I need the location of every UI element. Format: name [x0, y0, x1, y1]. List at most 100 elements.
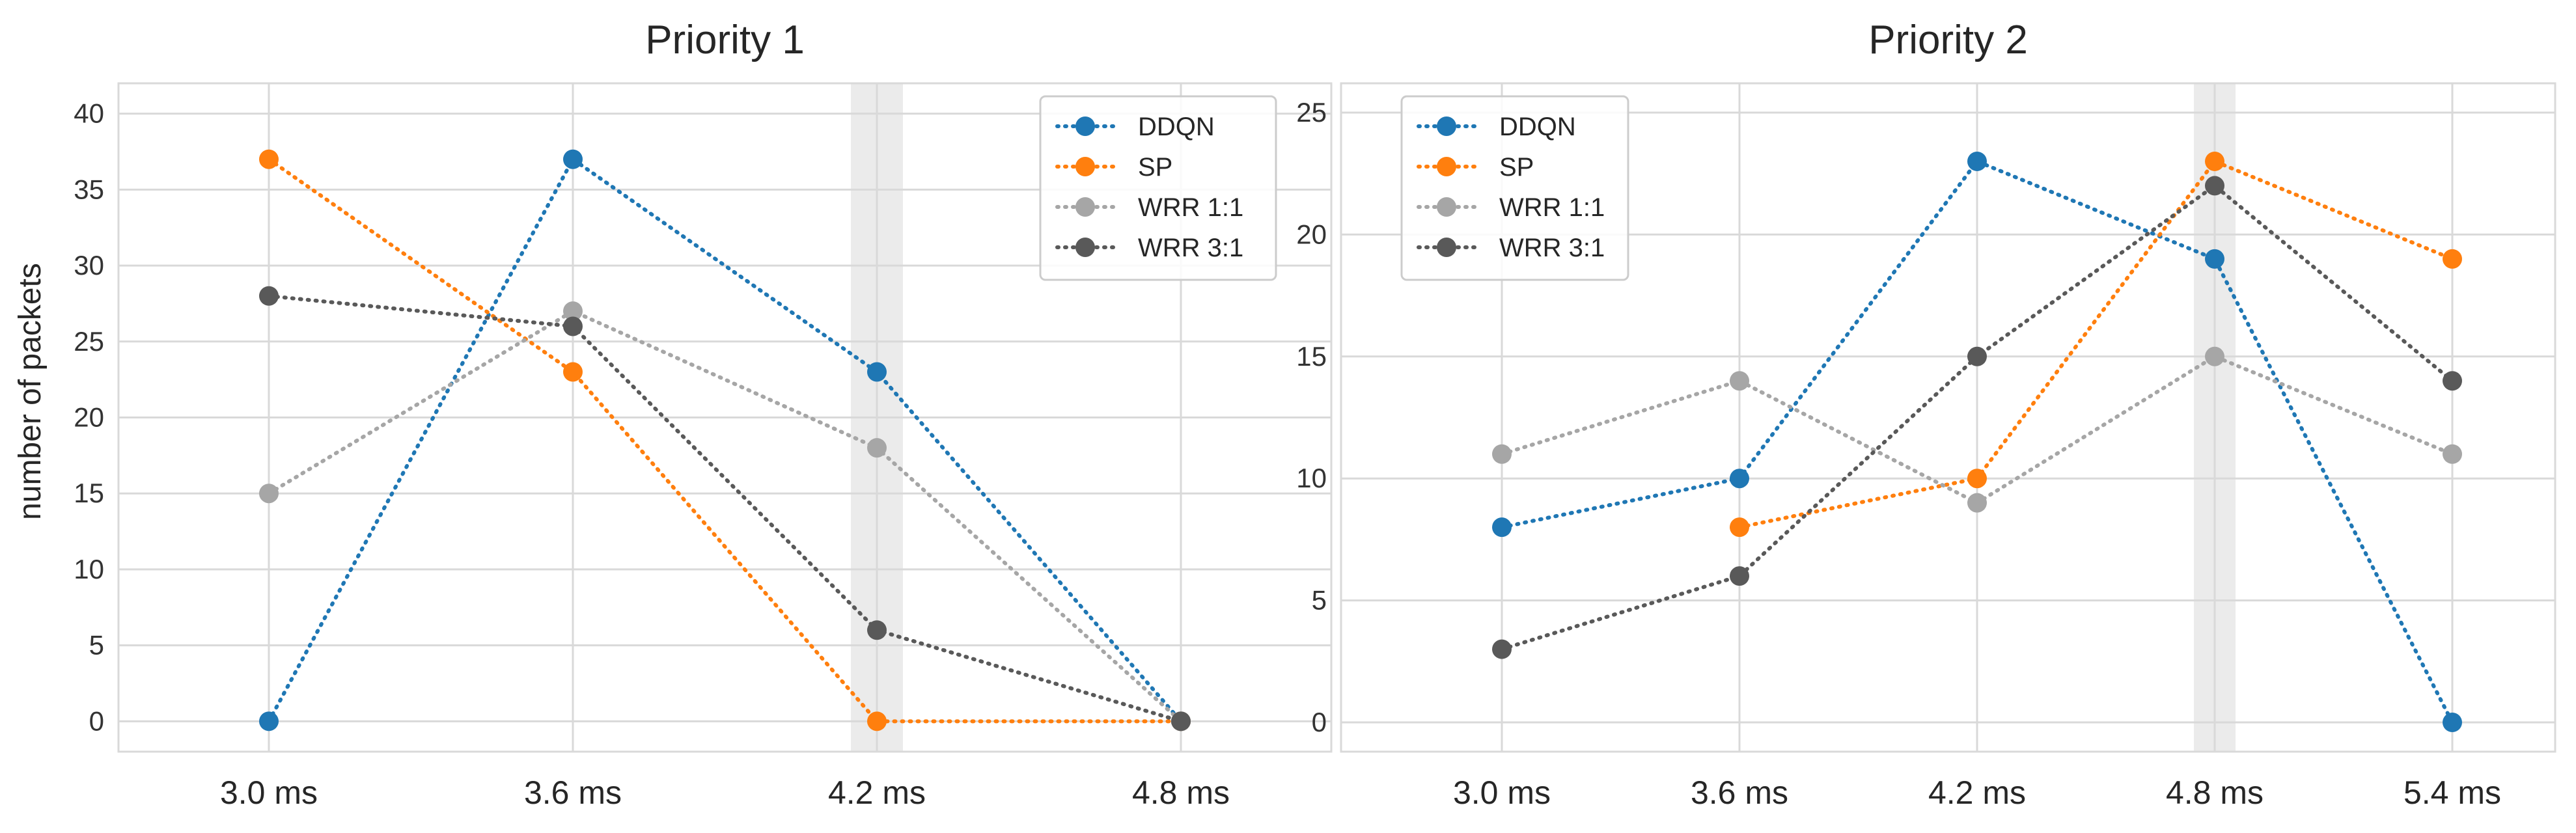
legend-marker — [1075, 197, 1095, 217]
series-line — [1738, 159, 2454, 530]
x-tick-label: 4.2 ms — [1928, 774, 2026, 811]
legend-box — [1400, 95, 1629, 281]
x-tick-label: 3.6 ms — [524, 774, 622, 811]
x-tick-label: 3.6 ms — [1691, 774, 1788, 811]
y-tick-label: 0 — [1312, 707, 1327, 737]
y-tick-label: 20 — [1296, 219, 1327, 249]
data-point — [259, 484, 279, 504]
data-point — [563, 301, 583, 321]
data-point — [2205, 176, 2224, 196]
legend-label: SP — [1138, 153, 1172, 182]
legend-label: WRR 1:1 — [1499, 193, 1605, 222]
data-point — [2443, 444, 2462, 464]
data-point — [1967, 493, 1987, 513]
legend-label: WRR 3:1 — [1499, 234, 1605, 262]
data-point — [867, 362, 887, 382]
x-tick-label: 5.4 ms — [2403, 774, 2501, 811]
legend-marker — [1437, 116, 1456, 136]
legend-label: WRR 3:1 — [1138, 234, 1243, 262]
plot-frame — [117, 82, 1333, 753]
series-line — [267, 156, 1183, 724]
x-tick-label: 4.8 ms — [1132, 774, 1230, 811]
series-sp — [1730, 151, 2462, 538]
data-point — [1492, 639, 1512, 659]
data-point — [259, 711, 279, 731]
legend: DDQN SP WRR 1:1 WRR 3:1 — [1400, 95, 1629, 281]
legend-item-ddqn: DDQN — [1055, 113, 1215, 141]
data-point — [1492, 444, 1512, 464]
plot-frame — [1340, 82, 2556, 753]
x-tick-label: 3.0 ms — [1453, 774, 1551, 811]
data-point — [1171, 711, 1191, 731]
legend-marker — [1075, 157, 1095, 176]
x-tick-label: 3.0 ms — [220, 774, 318, 811]
y-tick-label: 10 — [1296, 463, 1327, 493]
data-point — [867, 438, 887, 458]
data-point — [2443, 249, 2462, 269]
data-point — [867, 620, 887, 640]
legend-item-sp: SP — [1417, 153, 1534, 182]
legend-item-sp: SP — [1055, 153, 1172, 182]
y-tick-label: 25 — [74, 326, 104, 357]
data-point — [563, 149, 583, 169]
legend-marker — [1075, 238, 1095, 257]
data-point — [2443, 713, 2462, 733]
y-tick-label: 40 — [74, 98, 104, 129]
y-tick-label: 10 — [74, 554, 104, 584]
legend-label: SP — [1499, 153, 1534, 182]
series-wrr-1-1 — [1492, 346, 2462, 513]
data-point — [563, 362, 583, 382]
data-point — [1730, 469, 1749, 489]
legend: DDQN SP WRR 1:1 WRR 3:1 — [1039, 95, 1277, 281]
series-line — [267, 308, 1183, 724]
legend-marker — [1437, 238, 1456, 257]
y-tick-label: 30 — [74, 250, 104, 280]
legend-label: DDQN — [1138, 113, 1215, 141]
y-tick-label: 0 — [89, 705, 104, 736]
legend-label: WRR 1:1 — [1138, 193, 1243, 222]
data-point — [2443, 371, 2462, 391]
series-line — [267, 294, 1183, 724]
data-point — [2205, 249, 2224, 269]
legend-item-wrr-3-1: WRR 3:1 — [1055, 234, 1243, 262]
y-axis-label: number of packets — [13, 263, 48, 520]
legend-marker — [1437, 197, 1456, 217]
y-tick-label: 15 — [1296, 341, 1327, 372]
data-point — [259, 149, 279, 169]
data-point — [2205, 151, 2224, 171]
chart-panel-1: 0 5 10 15 20 25 30 35 40 3.0 ms 3.6 ms 4.2 ms 4.8 ms… — [13, 18, 1333, 811]
chart-title: Priority 2 — [1868, 18, 2028, 62]
legend-item-ddqn: DDQN — [1417, 113, 1576, 141]
data-point — [563, 316, 583, 336]
data-point — [1492, 517, 1512, 538]
x-tick-label: 4.2 ms — [828, 774, 926, 811]
chart-panel-2: 0 5 10 15 20 25 3.0 ms 3.6 ms 4.2 ms 4.8 ms 5.4 ms… — [1296, 18, 2556, 811]
data-point — [1967, 469, 1987, 489]
legend-box — [1039, 95, 1277, 281]
y-tick-label: 20 — [74, 402, 104, 433]
data-point — [867, 711, 887, 731]
series-wrr-3-1 — [259, 286, 1191, 731]
legend-item-wrr-3-1: WRR 3:1 — [1417, 234, 1605, 262]
legend-marker — [1437, 157, 1456, 176]
series-wrr-1-1 — [259, 301, 1191, 731]
legend-marker — [1075, 116, 1095, 136]
chart-title: Priority 1 — [645, 18, 805, 62]
legend-item-wrr-1-1: WRR 1:1 — [1417, 193, 1605, 222]
data-point — [1730, 371, 1749, 391]
data-point — [1967, 151, 1987, 171]
data-point — [259, 286, 279, 306]
y-tick-label: 15 — [74, 478, 104, 508]
y-tick-label: 5 — [1312, 585, 1327, 616]
legend-label: DDQN — [1499, 113, 1576, 141]
y-tick-label: 35 — [74, 174, 104, 204]
y-tick-label: 5 — [89, 630, 104, 661]
data-point — [1730, 566, 1749, 586]
data-point — [1967, 346, 1987, 366]
series-wrr-3-1 — [1492, 176, 2462, 659]
series-ddqn — [1492, 151, 2462, 733]
legend-item-wrr-1-1: WRR 1:1 — [1055, 193, 1243, 222]
x-tick-label: 4.8 ms — [2166, 774, 2264, 811]
